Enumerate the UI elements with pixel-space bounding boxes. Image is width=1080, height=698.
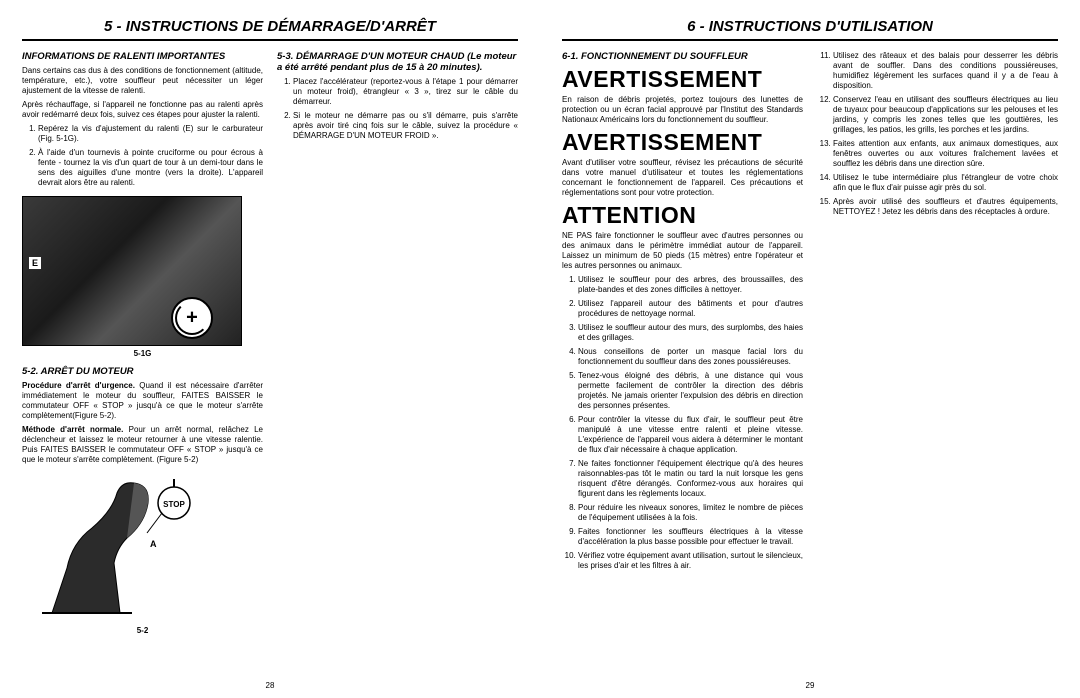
figure-5-2: STOP A 5-2 — [22, 473, 263, 635]
figure-5-1g: E 5-1G — [22, 196, 263, 358]
list-item: Utilisez le souffleur pour des arbres, d… — [578, 275, 803, 295]
handle-diagram: STOP A — [22, 473, 202, 623]
right-col2: Utilisez des râteaux et des balais pour … — [817, 51, 1058, 575]
heading-fonctionnement: 6-1. FONCTIONNEMENT DU SOUFFLEUR — [562, 51, 803, 62]
paragraph: NE PAS faire fonctionner le souffleur av… — [562, 231, 803, 271]
section-title-right: 6 - INSTRUCTIONS D'UTILISATION — [562, 18, 1058, 41]
left-col1: INFORMATIONS DE RALENTI IMPORTANTES Dans… — [22, 51, 263, 639]
engine-photo: E — [22, 196, 242, 346]
paragraph-normale: Méthode d'arrêt normale. Pour un arrêt n… — [22, 425, 263, 465]
list-item: Vérifiez votre équipement avant utilisat… — [578, 551, 803, 571]
label-e: E — [29, 257, 41, 269]
page-number-right: 29 — [806, 681, 815, 690]
section-title-left: 5 - INSTRUCTIONS DE DÉMARRAGE/D'ARRÊT — [22, 18, 518, 41]
list-item: Placez l'accélérateur (reportez-vous à l… — [293, 77, 518, 107]
svg-text:A: A — [150, 539, 157, 549]
right-columns: 6-1. FONCTIONNEMENT DU SOUFFLEUR AVERTIS… — [562, 51, 1058, 575]
paragraph: Après réchauffage, si l'appareil ne fonc… — [22, 100, 263, 120]
list-item: Utilisez des râteaux et des balais pour … — [833, 51, 1058, 91]
list-item: Utilisez l'appareil autour des bâtiments… — [578, 299, 803, 319]
figure-label: 5-2 — [22, 626, 263, 635]
list-item: Après avoir utilisé des souffleurs et d'… — [833, 197, 1058, 217]
chaud-steps: Placez l'accélérateur (reportez-vous à l… — [277, 77, 518, 141]
list-item: Tenez-vous éloigné des débris, à une dis… — [578, 371, 803, 411]
page-number-left: 28 — [266, 681, 275, 690]
paragraph-urgence: Procédure d'arrêt d'urgence. Quand il es… — [22, 381, 263, 421]
attention-heading: ATTENTION — [562, 202, 803, 229]
list-item: Utilisez le souffleur autour des murs, d… — [578, 323, 803, 343]
heading-chaud: 5-3. DÉMARRAGE D'UN MOTEUR CHAUD (Le mot… — [277, 51, 518, 73]
list-item: Repérez la vis d'ajustement du ralenti (… — [38, 124, 263, 144]
list-item: Ne faites fonctionner l'équipement élect… — [578, 459, 803, 499]
page-spread: 5 - INSTRUCTIONS DE DÉMARRAGE/D'ARRÊT IN… — [0, 0, 1080, 698]
heading-arret: 5-2. ARRÊT DU MOTEUR — [22, 366, 263, 377]
list-item: Faites fonctionner les souffleurs électr… — [578, 527, 803, 547]
usage-list: Utilisez le souffleur pour des arbres, d… — [562, 275, 803, 571]
usage-list-cont: Utilisez des râteaux et des balais pour … — [817, 51, 1058, 217]
list-item: Pour contrôler la vitesse du flux d'air,… — [578, 415, 803, 455]
list-item: Conservez l'eau en utilisant des souffle… — [833, 95, 1058, 135]
list-item: Utilisez le tube intermédiaire plus l'ét… — [833, 173, 1058, 193]
list-item: Pour réduire les niveaux sonores, limite… — [578, 503, 803, 523]
run-in-lead: Méthode d'arrêt normale. — [22, 425, 123, 434]
svg-text:STOP: STOP — [163, 500, 185, 509]
right-page: 6 - INSTRUCTIONS D'UTILISATION 6-1. FONC… — [540, 0, 1080, 698]
adjust-dial-icon — [171, 297, 213, 339]
paragraph: Dans certains cas dus à des conditions d… — [22, 66, 263, 96]
paragraph: En raison de débris projetés, portez tou… — [562, 95, 803, 125]
left-columns: INFORMATIONS DE RALENTI IMPORTANTES Dans… — [22, 51, 518, 639]
warning-heading: AVERTISSEMENT — [562, 66, 803, 93]
run-in-lead: Procédure d'arrêt d'urgence. — [22, 381, 135, 390]
paragraph: Avant d'utiliser votre souffleur, révise… — [562, 158, 803, 198]
figure-label: 5-1G — [22, 349, 263, 358]
warning-heading: AVERTISSEMENT — [562, 129, 803, 156]
right-col1: 6-1. FONCTIONNEMENT DU SOUFFLEUR AVERTIS… — [562, 51, 803, 575]
list-item: À l'aide d'un tournevis à pointe crucifo… — [38, 148, 263, 188]
ralenti-steps: Repérez la vis d'ajustement du ralenti (… — [22, 124, 263, 188]
list-item: Si le moteur ne démarre pas ou s'il déma… — [293, 111, 518, 141]
heading-ralenti: INFORMATIONS DE RALENTI IMPORTANTES — [22, 51, 263, 62]
left-page: 5 - INSTRUCTIONS DE DÉMARRAGE/D'ARRÊT IN… — [0, 0, 540, 698]
list-item: Nous conseillons de porter un masque fac… — [578, 347, 803, 367]
list-item: Faites attention aux enfants, aux animau… — [833, 139, 1058, 169]
left-col2: 5-3. DÉMARRAGE D'UN MOTEUR CHAUD (Le mot… — [277, 51, 518, 639]
